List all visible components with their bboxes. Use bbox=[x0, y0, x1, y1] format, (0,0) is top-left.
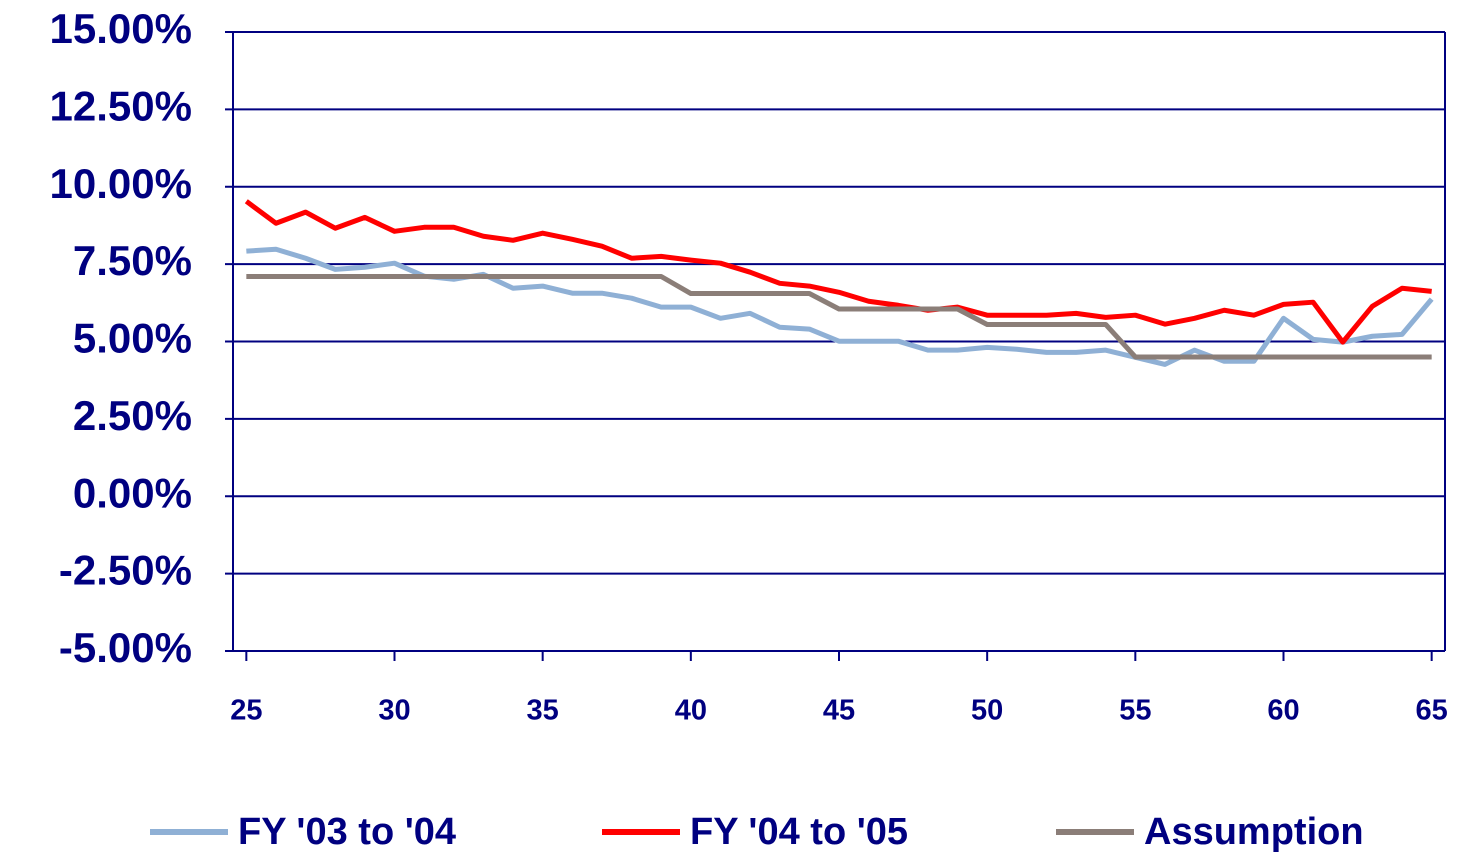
y-tick-label: 15.00% bbox=[50, 5, 192, 52]
x-tick-label: 55 bbox=[1119, 695, 1151, 727]
y-tick-label: -2.50% bbox=[59, 547, 192, 594]
legend-label: FY '03 to '04 bbox=[238, 811, 456, 853]
y-tick-label: 7.50% bbox=[73, 237, 192, 284]
x-tick-label: 30 bbox=[378, 695, 410, 727]
y-tick-label: 12.50% bbox=[50, 82, 192, 129]
x-tick-label: 25 bbox=[230, 695, 262, 727]
y-tick-label: 10.00% bbox=[50, 160, 192, 207]
x-tick-label: 45 bbox=[823, 695, 855, 727]
x-tick-label: 50 bbox=[971, 695, 1003, 727]
x-tick-label: 65 bbox=[1416, 695, 1448, 727]
y-tick-label: -5.00% bbox=[59, 624, 192, 671]
x-tick-label: 40 bbox=[675, 695, 707, 727]
series-line bbox=[244, 199, 1432, 345]
legend-label: FY '04 to '05 bbox=[690, 811, 908, 853]
y-tick-label: 5.00% bbox=[73, 315, 192, 362]
y-tick-label: 0.00% bbox=[73, 469, 192, 516]
y-tick-label: 2.50% bbox=[73, 392, 192, 439]
x-tick-label: 35 bbox=[527, 695, 559, 727]
x-tick-label: 60 bbox=[1267, 695, 1299, 727]
series-line bbox=[246, 274, 1432, 360]
legend-label: Assumption bbox=[1144, 811, 1364, 853]
